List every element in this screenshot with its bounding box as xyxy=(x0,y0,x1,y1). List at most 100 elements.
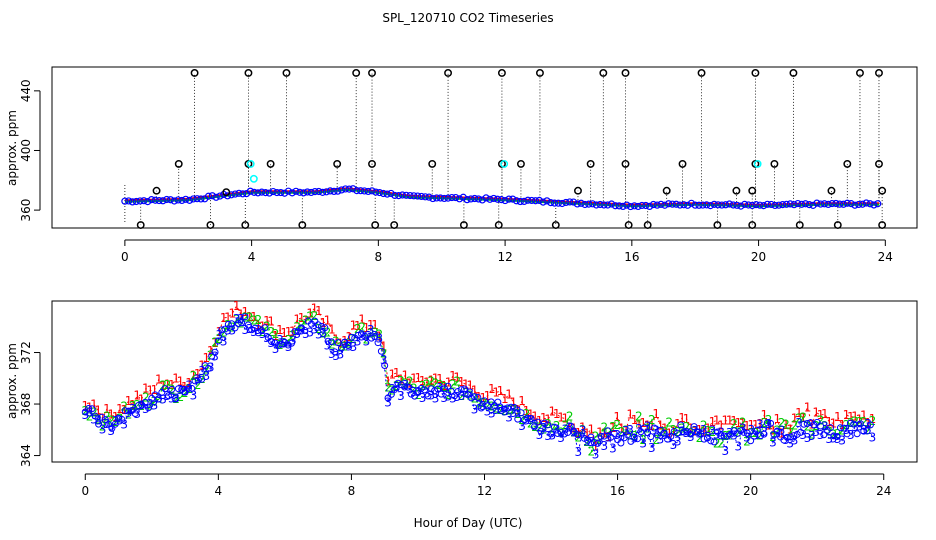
bottom-series-2-point: 2 xyxy=(825,424,833,438)
bottom-series-2-point: 2 xyxy=(116,412,124,426)
bottom-series-1-point: 1 xyxy=(414,371,422,385)
bottom-series-1-point: 1 xyxy=(103,402,111,416)
bottom-series-2-point: 2 xyxy=(363,333,371,347)
bottom-series-2-point: 2 xyxy=(704,424,712,438)
top-data-point xyxy=(368,187,376,195)
top-data-point xyxy=(204,192,213,200)
top-data-point xyxy=(258,188,266,196)
bottom-data-point xyxy=(411,392,419,400)
bottom-series-2-point: 2 xyxy=(190,369,198,383)
bottom-series-1-point: 1 xyxy=(311,301,319,315)
bottom-series-3-point: 3 xyxy=(363,335,371,349)
bottom-series-1-point: 1 xyxy=(462,377,470,391)
bottom-series-1-point: 1 xyxy=(389,367,397,381)
bottom-series-2-point: 2 xyxy=(743,435,751,449)
top-data-point xyxy=(208,192,216,200)
bottom-data-point xyxy=(161,385,169,393)
top-data-point xyxy=(531,197,540,205)
top-data-point xyxy=(722,201,730,209)
bottom-series-3-point: 3 xyxy=(765,417,773,431)
top-data-point xyxy=(509,195,517,203)
top-x-tick-label: 4 xyxy=(248,250,256,264)
bottom-series-1-point: 1 xyxy=(337,336,345,350)
top-data-point xyxy=(566,198,574,206)
bottom-data-point xyxy=(670,428,678,436)
bottom-data-point xyxy=(547,430,555,438)
top-data-point xyxy=(573,200,581,208)
bottom-series-2-point: 2 xyxy=(531,420,539,434)
bottom-data-point xyxy=(840,424,848,432)
bottom-series-3-point: 3 xyxy=(661,428,669,442)
bottom-series-1-line xyxy=(85,304,873,449)
bottom-series-1-point: 1 xyxy=(194,367,202,381)
bottom-series-1-point: 1 xyxy=(847,410,855,424)
bottom-series-3-point: 3 xyxy=(380,353,388,367)
bottom-series-1-point: 1 xyxy=(367,318,375,332)
bottom-series-1-point: 1 xyxy=(203,351,211,365)
bottom-data-point xyxy=(604,427,612,435)
bottom-data-point xyxy=(520,416,528,424)
top-mid-outlier-point xyxy=(678,159,687,168)
top-mid-outlier-point xyxy=(222,188,231,197)
bottom-series-1-point: 1 xyxy=(151,383,159,397)
top-data-point xyxy=(581,200,589,209)
bottom-series-3-point: 3 xyxy=(94,414,102,428)
top-data-point xyxy=(634,202,642,211)
top-data-point xyxy=(619,202,627,211)
top-data-point xyxy=(379,189,388,198)
top-data-point xyxy=(151,196,159,204)
top-data-point xyxy=(326,187,334,195)
top-data-point xyxy=(672,200,680,208)
top-low-outlier-point xyxy=(206,221,215,229)
bottom-series-2-point: 2 xyxy=(86,410,94,424)
bottom-series-2-point: 2 xyxy=(276,338,284,352)
top-data-point xyxy=(668,200,676,208)
bottom-data-point xyxy=(850,420,858,428)
top-data-point xyxy=(801,200,810,208)
bottom-data-point xyxy=(514,415,522,423)
bottom-series-2-point: 2 xyxy=(856,415,864,429)
bottom-series-1-point: 1 xyxy=(475,390,483,404)
bottom-series-2-point: 2 xyxy=(609,420,617,434)
bottom-series-1-point: 1 xyxy=(401,369,409,383)
bottom-series-1-point: 1 xyxy=(138,393,146,407)
bottom-x-tick-label: 16 xyxy=(610,484,625,498)
bottom-series-3-point: 3 xyxy=(786,436,794,450)
bottom-series-1-point: 1 xyxy=(587,423,595,437)
top-high-outlier-point xyxy=(697,69,706,77)
bottom-data-point xyxy=(817,422,825,430)
top-data-point xyxy=(839,200,848,208)
top-x-tick-label: 8 xyxy=(375,250,383,264)
bottom-series-1-point: 1 xyxy=(237,308,245,322)
bottom-data-point xyxy=(690,423,698,431)
bottom-series-2-point: 2 xyxy=(860,415,868,429)
bottom-data-point xyxy=(687,430,695,438)
top-high-outlier-point xyxy=(282,69,291,77)
bottom-data-point xyxy=(717,432,725,440)
top-data-point xyxy=(680,201,688,209)
bottom-data-point xyxy=(268,338,276,346)
bottom-series-2-point: 2 xyxy=(583,435,591,449)
bottom-series-1-point: 1 xyxy=(90,397,98,411)
bottom-series-2-point: 2 xyxy=(306,309,314,323)
bottom-series-3-point: 3 xyxy=(747,423,755,437)
bottom-data-point xyxy=(497,407,505,415)
top-data-point xyxy=(147,196,156,204)
bottom-series-1-point: 1 xyxy=(272,329,280,343)
bottom-series-3-point: 3 xyxy=(151,398,159,412)
bottom-series-3-point: 3 xyxy=(133,407,141,421)
bottom-data-point xyxy=(790,432,798,440)
bottom-series-1-point: 1 xyxy=(350,319,358,333)
bottom-series-3-point: 3 xyxy=(579,424,587,438)
bottom-series-3-point: 3 xyxy=(670,438,678,452)
bottom-series-1-point: 1 xyxy=(259,320,267,334)
top-data-point xyxy=(497,196,505,204)
top-high-outlier-point xyxy=(789,69,798,77)
top-data-point xyxy=(197,195,205,203)
bottom-series-2-point: 2 xyxy=(177,390,185,404)
top-data-point xyxy=(235,189,243,197)
bottom-series-1-point: 1 xyxy=(583,426,591,440)
top-data-point xyxy=(752,201,760,209)
top-data-point xyxy=(216,192,224,200)
bottom-series-1-point: 1 xyxy=(492,385,500,399)
